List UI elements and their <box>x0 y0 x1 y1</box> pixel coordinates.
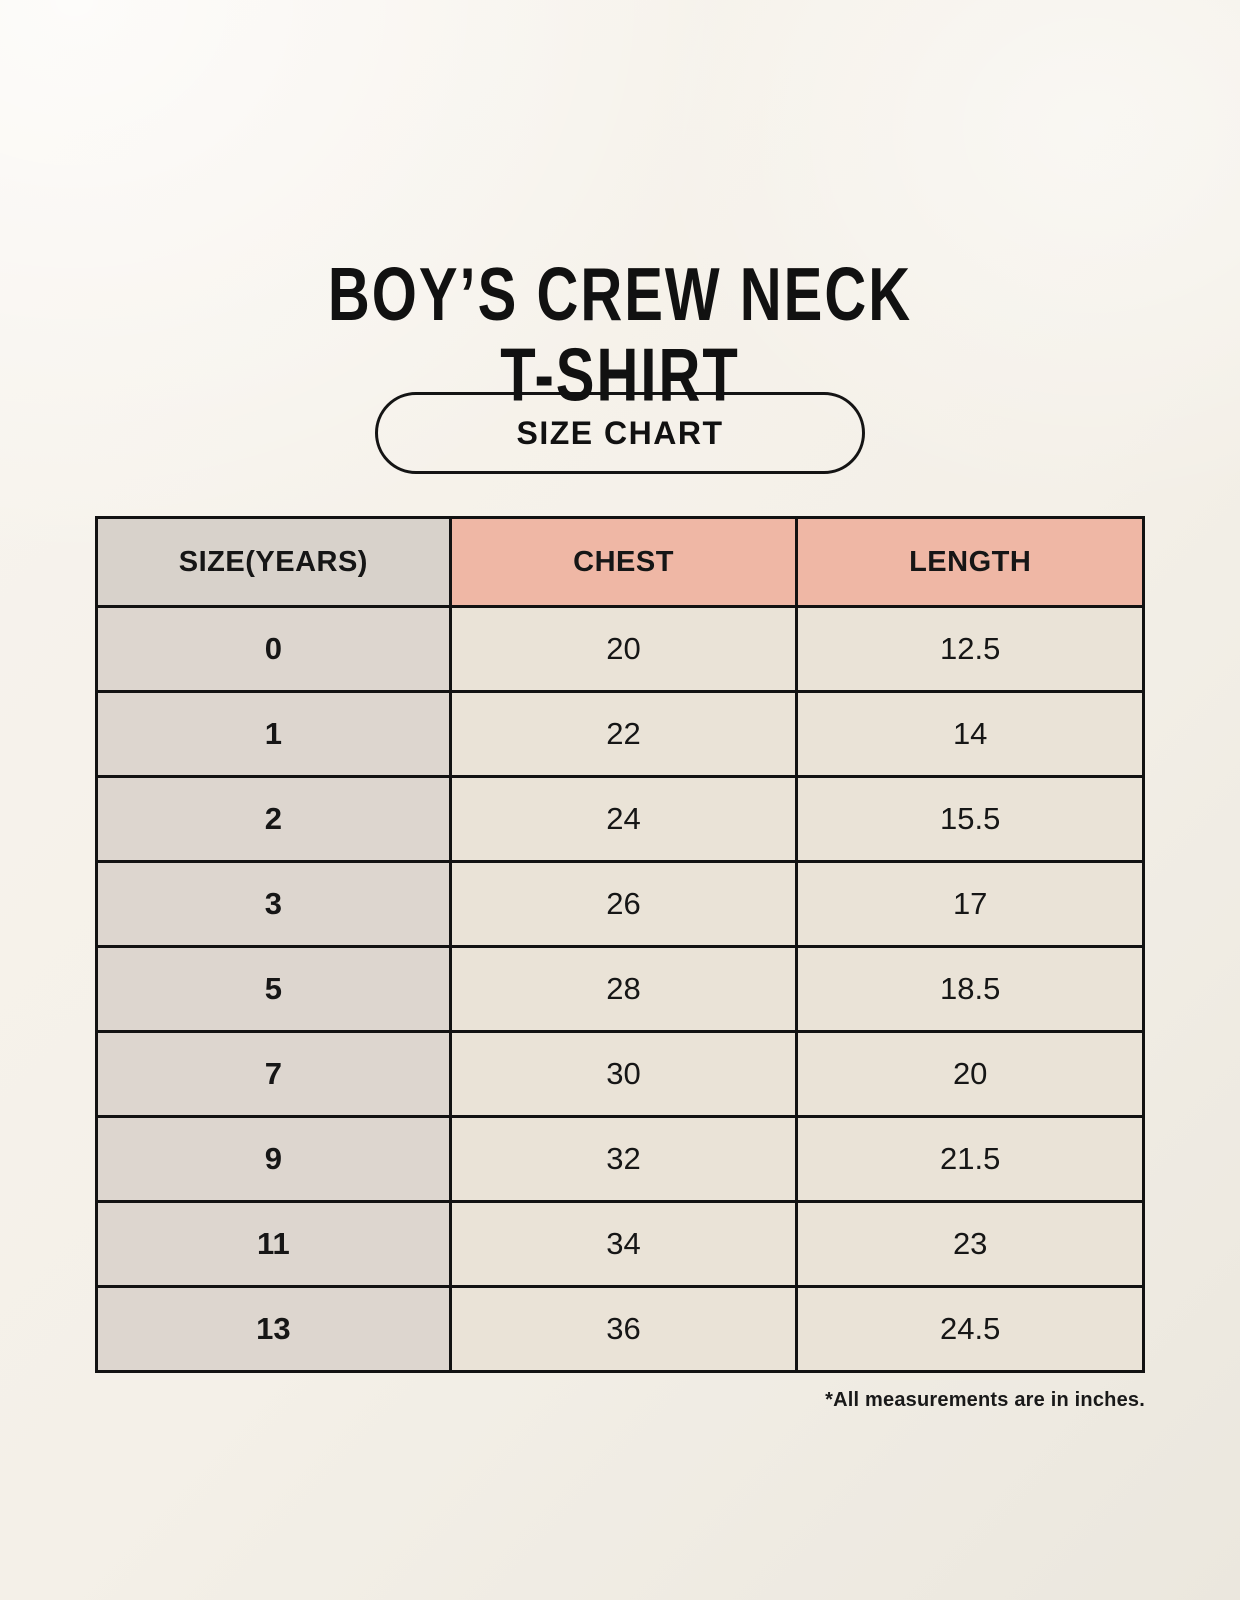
length-cell: 23 <box>795 1200 1145 1288</box>
page-title-line-1: BOY’S CREW NECK <box>327 252 913 337</box>
chest-cell: 24 <box>448 775 799 863</box>
chest-cell: 20 <box>448 605 799 693</box>
table-row: 3 26 17 <box>95 860 1145 948</box>
column-header-chest: CHEST <box>448 516 799 608</box>
table-row: 0 20 12.5 <box>95 605 1145 693</box>
size-cell: 11 <box>95 1200 452 1288</box>
size-cell: 9 <box>95 1115 452 1203</box>
size-cell: 1 <box>95 690 452 778</box>
table-row: 2 24 15.5 <box>95 775 1145 863</box>
table-row: 11 34 23 <box>95 1200 1145 1288</box>
size-cell: 2 <box>95 775 452 863</box>
chest-cell: 32 <box>448 1115 799 1203</box>
length-cell: 18.5 <box>795 945 1145 1033</box>
length-cell: 21.5 <box>795 1115 1145 1203</box>
page-title: BOY’S CREW NECK T-SHIRT <box>0 0 1240 416</box>
length-cell: 17 <box>795 860 1145 948</box>
chest-cell: 22 <box>448 690 799 778</box>
length-cell: 24.5 <box>795 1285 1145 1373</box>
chest-cell: 36 <box>448 1285 799 1373</box>
column-header-length: LENGTH <box>795 516 1145 608</box>
chest-cell: 28 <box>448 945 799 1033</box>
page-background: BOY’S CREW NECK T-SHIRT SIZE CHART SIZE(… <box>0 0 1240 1411</box>
length-cell: 14 <box>795 690 1145 778</box>
column-header-size-years: SIZE(YEARS) <box>95 516 452 608</box>
length-cell: 15.5 <box>795 775 1145 863</box>
table-header-row: SIZE(YEARS) CHEST LENGTH <box>95 516 1145 608</box>
length-cell: 12.5 <box>795 605 1145 693</box>
table-row: 13 36 24.5 <box>95 1285 1145 1373</box>
table-row: 1 22 14 <box>95 690 1145 778</box>
chest-cell: 26 <box>448 860 799 948</box>
size-cell: 7 <box>95 1030 452 1118</box>
table-row: 5 28 18.5 <box>95 945 1145 1033</box>
measurements-note: *All measurements are in inches. <box>825 1389 1145 1411</box>
length-cell: 20 <box>795 1030 1145 1118</box>
size-cell: 13 <box>95 1285 452 1373</box>
chest-cell: 34 <box>448 1200 799 1288</box>
size-chart-table: SIZE(YEARS) CHEST LENGTH 0 20 12.5 1 22 … <box>95 516 1145 1373</box>
size-cell: 5 <box>95 945 452 1033</box>
size-chart-button-label: SIZE CHART <box>516 414 724 451</box>
chest-cell: 30 <box>448 1030 799 1118</box>
size-cell: 0 <box>95 605 452 693</box>
page-title-line-2: T-SHIRT <box>500 332 740 418</box>
table-row: 9 32 21.5 <box>95 1115 1145 1203</box>
size-cell: 3 <box>95 860 452 948</box>
size-chart-button[interactable]: SIZE CHART <box>375 392 865 474</box>
table-row: 7 30 20 <box>95 1030 1145 1118</box>
